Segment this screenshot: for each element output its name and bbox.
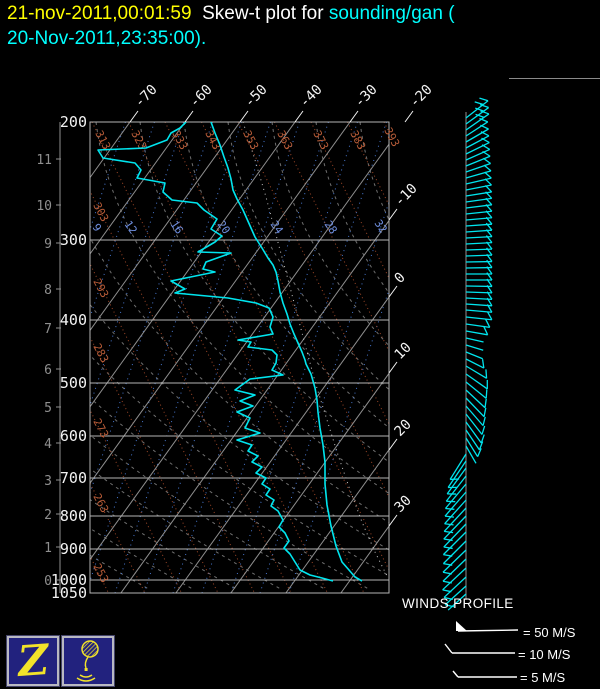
legend-label-10ms: = 10 M/S xyxy=(518,647,571,662)
height-axis: 0 1 2 3 4 5 6 7 8 9 10 11 xyxy=(36,122,61,593)
svg-text:600: 600 xyxy=(60,427,87,445)
legend-label-5ms: = 5 M/S xyxy=(520,670,566,685)
svg-text:10: 10 xyxy=(392,340,415,363)
svg-text:1050: 1050 xyxy=(51,584,87,602)
svg-text:6: 6 xyxy=(44,363,52,378)
svg-text:373: 373 xyxy=(310,128,331,152)
svg-text:363: 363 xyxy=(274,128,295,152)
svg-text:253: 253 xyxy=(90,561,111,585)
svg-text:12: 12 xyxy=(122,218,140,236)
winds-profile-title: WINDS PROFILE xyxy=(402,596,514,611)
svg-text:-60: -60 xyxy=(187,82,216,111)
sounding-balloon-icon xyxy=(76,640,99,682)
svg-text:9: 9 xyxy=(90,221,104,234)
svg-text:9: 9 xyxy=(44,237,52,252)
svg-text:2: 2 xyxy=(44,508,52,523)
title-timestamp: 21-nov-2011,00:01:59 xyxy=(7,3,192,24)
svg-text:24: 24 xyxy=(268,218,286,237)
svg-text:283: 283 xyxy=(90,341,111,365)
sounding-balloon-button[interactable] xyxy=(62,636,114,686)
svg-text:7: 7 xyxy=(44,322,52,337)
sounding-traces xyxy=(97,122,363,582)
svg-text:-10: -10 xyxy=(392,181,421,210)
svg-text:383: 383 xyxy=(347,128,368,152)
page-title: 21-nov-2011,00:01:59 Skew-t plot for sou… xyxy=(7,1,455,51)
svg-text:4: 4 xyxy=(44,437,52,452)
svg-text:30: 30 xyxy=(392,493,415,516)
svg-text:10: 10 xyxy=(36,199,52,214)
svg-text:313: 313 xyxy=(92,128,113,152)
isotherm-labels-right: -10 0 10 20 30 xyxy=(388,181,421,527)
wind-legend-symbols xyxy=(444,621,519,678)
svg-text:400: 400 xyxy=(60,311,87,329)
svg-text:300: 300 xyxy=(60,231,87,249)
svg-text:20: 20 xyxy=(392,417,415,440)
zebra-logo-button[interactable]: Z xyxy=(7,634,59,687)
svg-text:0: 0 xyxy=(392,270,409,287)
svg-text:500: 500 xyxy=(60,374,87,392)
svg-text:-20: -20 xyxy=(407,82,436,111)
svg-text:20: 20 xyxy=(215,218,233,236)
svg-text:393: 393 xyxy=(381,125,402,149)
svg-text:200: 200 xyxy=(60,113,87,131)
svg-text:-40: -40 xyxy=(297,82,326,111)
svg-text:343: 343 xyxy=(202,128,223,152)
svg-text:3: 3 xyxy=(44,474,52,489)
wind-barb-profile xyxy=(442,97,493,611)
svg-text:1: 1 xyxy=(44,541,52,556)
svg-text:28: 28 xyxy=(322,218,340,236)
svg-text:11: 11 xyxy=(36,153,52,168)
svg-text:293: 293 xyxy=(90,276,111,300)
svg-text:900: 900 xyxy=(60,540,87,558)
title-middle: Skew-t plot for xyxy=(191,3,329,24)
svg-text:8: 8 xyxy=(44,283,52,298)
svg-text:353: 353 xyxy=(240,128,261,152)
title-station: sounding/gan ( xyxy=(328,3,455,24)
svg-text:700: 700 xyxy=(60,469,87,487)
zebra-logo-icon: Z xyxy=(15,634,50,687)
svg-text:-50: -50 xyxy=(242,82,271,111)
mixing-ratio-labels: 9 12 16 20 24 28 32 xyxy=(90,217,390,237)
svg-text:16: 16 xyxy=(168,218,186,236)
svg-text:32: 32 xyxy=(372,217,390,235)
window-edge-line xyxy=(509,78,600,79)
svg-text:-70: -70 xyxy=(132,82,161,111)
svg-text:0: 0 xyxy=(44,574,52,589)
svg-text:5: 5 xyxy=(44,401,52,416)
pressure-grid xyxy=(89,121,390,594)
isotherm-labels-top: -70 -60 -50 -40 -30 -20 xyxy=(129,82,436,123)
legend-label-50ms: = 50 M/S xyxy=(523,625,576,640)
svg-text:800: 800 xyxy=(60,507,87,525)
title-line2: 20-Nov-2011,23:35:00). xyxy=(7,28,207,49)
svg-text:-30: -30 xyxy=(352,82,381,111)
